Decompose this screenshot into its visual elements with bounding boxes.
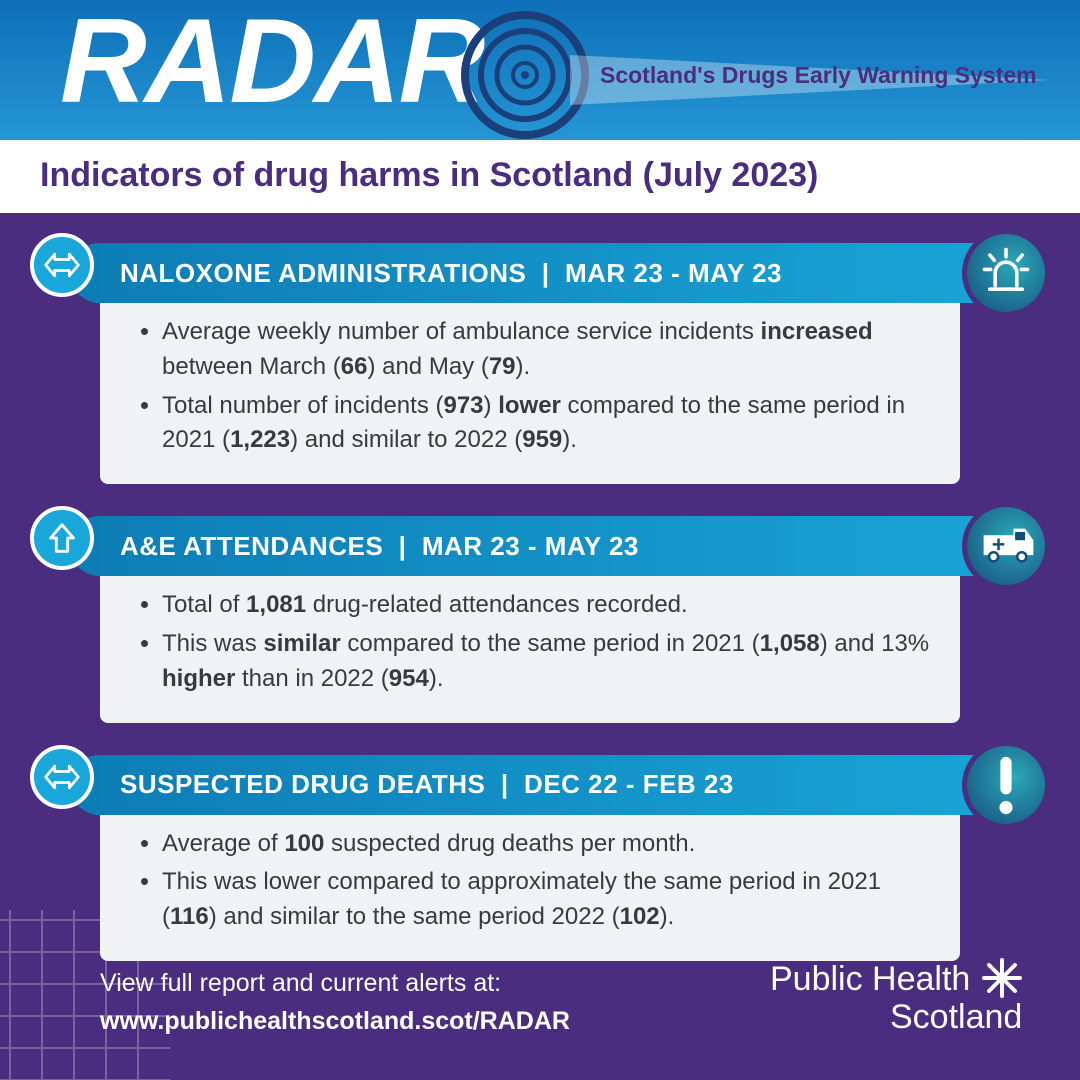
indicator-card: SUSPECTED DRUG DEATHS | DEC 22 - FEB 23 … (70, 755, 1040, 961)
trend-level-icon (30, 745, 94, 809)
svg-text:Scotland: Scotland (890, 998, 1022, 1036)
header-banner: RADAR Scotland's Drugs Early Warning Sys… (0, 0, 1080, 140)
bullet: This was similar compared to the same pe… (162, 627, 930, 697)
trend-level-icon (30, 233, 94, 297)
brand-subtitle: Scotland's Drugs Early Warning System (600, 62, 1037, 89)
page-title: Indicators of drug harms in Scotland (Ju… (40, 156, 1040, 195)
bullet: Total number of incidents (973) lower co… (162, 389, 930, 459)
card-heading: SUSPECTED DRUG DEATHS | DEC 22 - FEB 23 (120, 769, 734, 800)
bullet: Total of 1,081 drug-related attendances … (162, 588, 930, 623)
bullet: Average weekly number of ambulance servi… (162, 315, 930, 385)
exclaim-icon (962, 741, 1050, 829)
phs-logo: Public Health Scotland (770, 950, 1030, 1040)
indicator-card: A&E ATTENDANCES | MAR 23 - MAY 23 Total … (70, 516, 1040, 722)
indicator-card: NALOXONE ADMINISTRATIONS | MAR 23 - MAY … (70, 243, 1040, 484)
bullet: Average of 100 suspected drug deaths per… (162, 827, 930, 862)
phs-asterisk-icon: Public Health Scotland (770, 950, 1030, 1040)
footer-lead: View full report and current alerts at: (100, 965, 570, 1003)
brand-title: RADAR (60, 0, 483, 130)
siren-icon (962, 229, 1050, 317)
trend-up-icon (30, 506, 94, 570)
footer-text: View full report and current alerts at: … (100, 965, 570, 1040)
cards-container: NALOXONE ADMINISTRATIONS | MAR 23 - MAY … (0, 213, 1080, 961)
card-header: SUSPECTED DRUG DEATHS | DEC 22 - FEB 23 (70, 755, 1040, 815)
svg-text:Public Health: Public Health (770, 960, 970, 998)
footer: View full report and current alerts at: … (0, 950, 1080, 1080)
card-body: Average weekly number of ambulance servi… (100, 273, 960, 484)
footer-link[interactable]: www.publichealthscotland.scot/RADAR (100, 1003, 570, 1041)
card-header: A&E ATTENDANCES | MAR 23 - MAY 23 (70, 516, 1040, 576)
card-header: NALOXONE ADMINISTRATIONS | MAR 23 - MAY … (70, 243, 1040, 303)
ambulance-icon (962, 502, 1050, 590)
card-heading: NALOXONE ADMINISTRATIONS | MAR 23 - MAY … (120, 258, 782, 289)
card-heading: A&E ATTENDANCES | MAR 23 - MAY 23 (120, 531, 639, 562)
page-title-bar: Indicators of drug harms in Scotland (Ju… (0, 140, 1080, 213)
bullet: This was lower compared to approximately… (162, 865, 930, 935)
